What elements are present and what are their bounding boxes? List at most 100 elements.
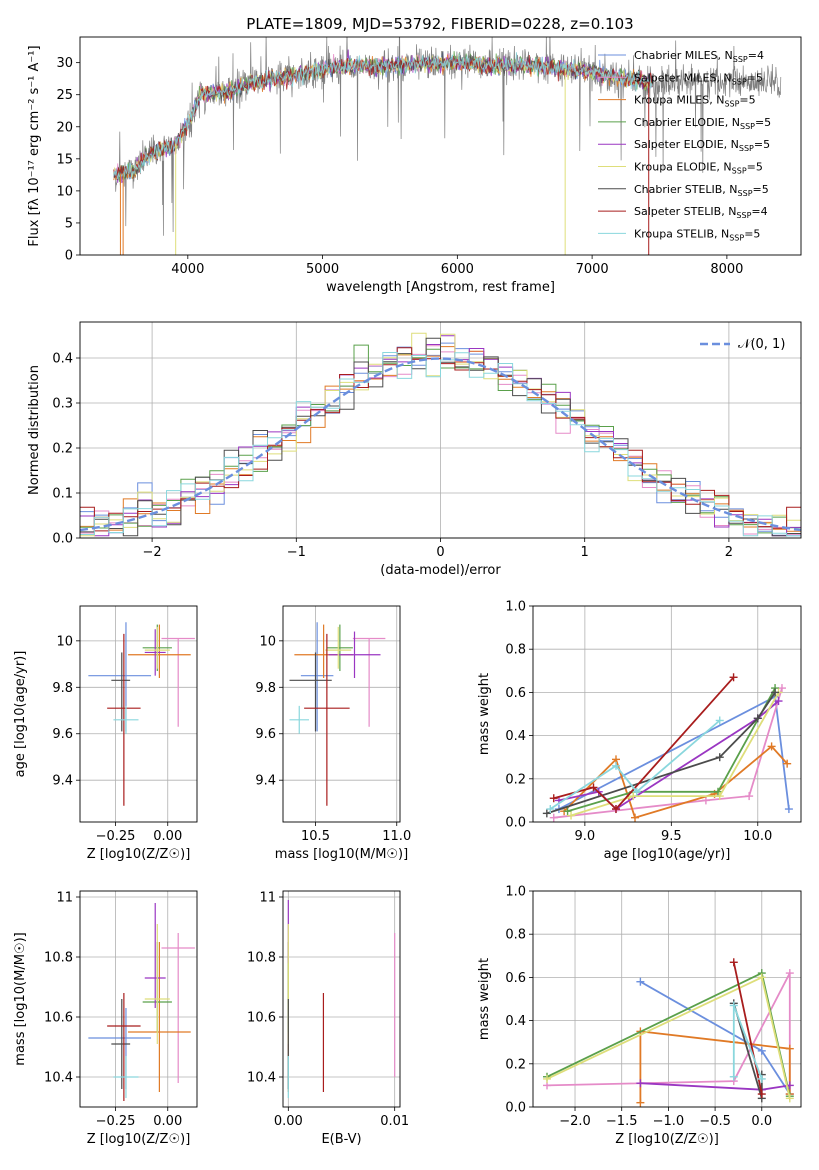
- y-tick-label: 10: [259, 634, 276, 649]
- legend-label: 𝒩(0, 1): [738, 337, 785, 352]
- x-tick-label: 0.01: [380, 1114, 409, 1129]
- mass-weight-marker: [715, 716, 724, 725]
- x-tick-label: 4000: [171, 262, 204, 277]
- mass-weight-marker: [757, 1074, 766, 1083]
- mass-weight-marker: [549, 794, 558, 803]
- y-tick-label: 0.0: [505, 816, 526, 831]
- error-bar-point: [326, 624, 353, 672]
- y-tick-label: 20: [56, 120, 73, 135]
- legend-label: Kroupa STELIB, NSSP=5: [634, 227, 760, 242]
- mass-weight-marker: [777, 684, 786, 693]
- x-tick-label: 6000: [441, 262, 474, 277]
- y-tick-label: 15: [56, 152, 73, 167]
- x-tick-label: −0.25: [96, 829, 136, 844]
- legend-label: Chabrier ELODIE, NSSP=5: [634, 116, 771, 131]
- y-tick-label: 0.0: [505, 1101, 526, 1116]
- model-spectrum-9: [113, 52, 653, 180]
- y-tick-label: 0.2: [505, 772, 526, 787]
- ticks: −2.0 −1.5 −1.0 −0.5 0.0 0.0 0.2 0.4 0.6 0.8 1.0: [505, 885, 772, 1130]
- plot-area: [80, 332, 801, 537]
- age-vs-metallicity-panel: −0.25 0.00 9.4 9.6 9.8 10 Z [log10(Z/Z☉)] age […: [13, 605, 198, 862]
- x-axis-label: Z [log10(Z/Z☉)]: [615, 1132, 719, 1147]
- error-bar-point: [107, 993, 141, 1101]
- y-tick-label: 0.8: [505, 643, 526, 658]
- legend-value: =5: [753, 183, 769, 196]
- grid: [80, 891, 197, 1107]
- y-tick-label: 0.4: [52, 352, 73, 367]
- mass-weight-marker: [632, 787, 641, 796]
- y-tick-label: 0.1: [52, 487, 73, 502]
- mass-weight-marker: [757, 1090, 766, 1099]
- y-tick-label: 9.4: [255, 774, 276, 789]
- mass-weight-marker: [783, 759, 792, 768]
- x-tick-label: 1: [581, 545, 589, 560]
- error-bar-point: [144, 626, 170, 669]
- mass-weight-marker: [729, 1001, 738, 1010]
- legend-value: =4: [751, 205, 767, 218]
- error-bar-point: [325, 626, 352, 669]
- mass-weight-marker: [567, 811, 576, 820]
- x-axis-label: (data-model)/error: [380, 563, 501, 578]
- legend-label: Salpeter ELODIE, NSSP=5: [634, 138, 770, 153]
- mass-weight-line-2: [553, 687, 783, 819]
- mass-weight-marker: [785, 1094, 794, 1103]
- mass-weight-vs-metallicity-panel: −2.0 −1.5 −1.0 −0.5 0.0 0.0 0.2 0.4 0.6 0.8 1.0 Z […: [477, 885, 802, 1147]
- legend-subscript: SSP: [738, 189, 753, 198]
- x-tick-label: −1.0: [653, 1114, 685, 1129]
- legend-label: Chabrier STELIB, NSSP=5: [634, 183, 769, 198]
- x-tick-label: −2: [143, 545, 162, 560]
- axes-frame: [79, 36, 802, 256]
- error-bar-point: [128, 624, 191, 678]
- grid: [80, 606, 197, 822]
- y-tick-label: 9.6: [255, 727, 276, 742]
- y-tick-label: 0.6: [505, 971, 526, 986]
- y-axis-label: Flux [fλ 10⁻¹⁷ erg cm⁻² s⁻¹ A⁻¹]: [27, 45, 42, 246]
- y-tick-label: 0.4: [505, 729, 526, 744]
- error-bar-point: [161, 637, 195, 727]
- ticks: 9.0 9.5 10.0 0.0 0.2 0.4 0.6 0.8 1.0: [505, 600, 772, 845]
- plot-area: [543, 958, 794, 1107]
- plot-area: [287, 900, 396, 1098]
- y-axis-label: mass [log10(M/M☉)]: [13, 932, 28, 1065]
- x-axis-label: wavelength [Angstrom, rest frame]: [326, 280, 555, 295]
- error-bar-point: [113, 705, 139, 734]
- x-tick-label: −1: [287, 545, 306, 560]
- mass-weight-line-3: [563, 745, 788, 819]
- legend-label: Kroupa ELODIE, NSSP=5: [634, 161, 763, 176]
- y-tick-label: 9.4: [52, 774, 73, 789]
- plot-area: [542, 673, 793, 822]
- mass-weight-line-4: [567, 687, 776, 813]
- ticks: −0.25 0.00 10.4 10.6 10.8 11: [44, 891, 182, 1130]
- mass-weight-marker: [563, 807, 572, 816]
- x-axis-label: Z [log10(Z/Z☉)]: [87, 847, 191, 862]
- y-tick-label: 9.6: [52, 727, 73, 742]
- legend-subscript: SSP: [724, 100, 739, 109]
- mass-weight-marker: [636, 977, 645, 986]
- y-tick-label: 10: [56, 184, 73, 199]
- axes-frame: [79, 890, 198, 1108]
- mass-weight-line-8: [732, 962, 763, 1095]
- residual-histogram-9: [80, 352, 801, 537]
- mass-weight-line-6: [570, 691, 780, 817]
- ticks: 4000 5000 6000 7000 8000 0 5 10 15 20 25 30: [56, 56, 743, 277]
- y-axis-label: age [log10(age/yr)]: [13, 651, 28, 778]
- x-tick-label: 9.5: [661, 829, 682, 844]
- error-bar-point: [144, 903, 166, 1008]
- axes-frame: [79, 321, 802, 539]
- mass-weight-marker: [729, 958, 738, 967]
- mass-vs-extinction-panel: 0.00 0.01 10.4 10.6 10.8 11 E(B-V): [247, 891, 409, 1148]
- x-axis-label: Z [log10(Z/Z☉)]: [87, 1132, 191, 1147]
- y-tick-label: 11: [259, 891, 276, 906]
- ticks: 10.5 11.0 9.4 9.6 9.8 10: [255, 634, 411, 844]
- mass-weight-marker: [546, 805, 555, 814]
- age-vs-mass-panel: 10.5 11.0 9.4 9.6 9.8 10 mass [log10(M/M☉)]: [255, 605, 411, 862]
- error-bar-point: [304, 633, 350, 806]
- y-tick-label: 0.2: [505, 1057, 526, 1072]
- error-bar-point: [328, 631, 381, 678]
- mass-weight-marker: [611, 761, 620, 770]
- mass-weight-marker: [774, 697, 783, 706]
- axes-frame: [532, 890, 802, 1108]
- legend-subscript: SSP: [732, 77, 747, 86]
- error-bar-point: [352, 637, 386, 727]
- ticks: 0.00 0.01 10.4 10.6 10.8 11: [247, 891, 409, 1130]
